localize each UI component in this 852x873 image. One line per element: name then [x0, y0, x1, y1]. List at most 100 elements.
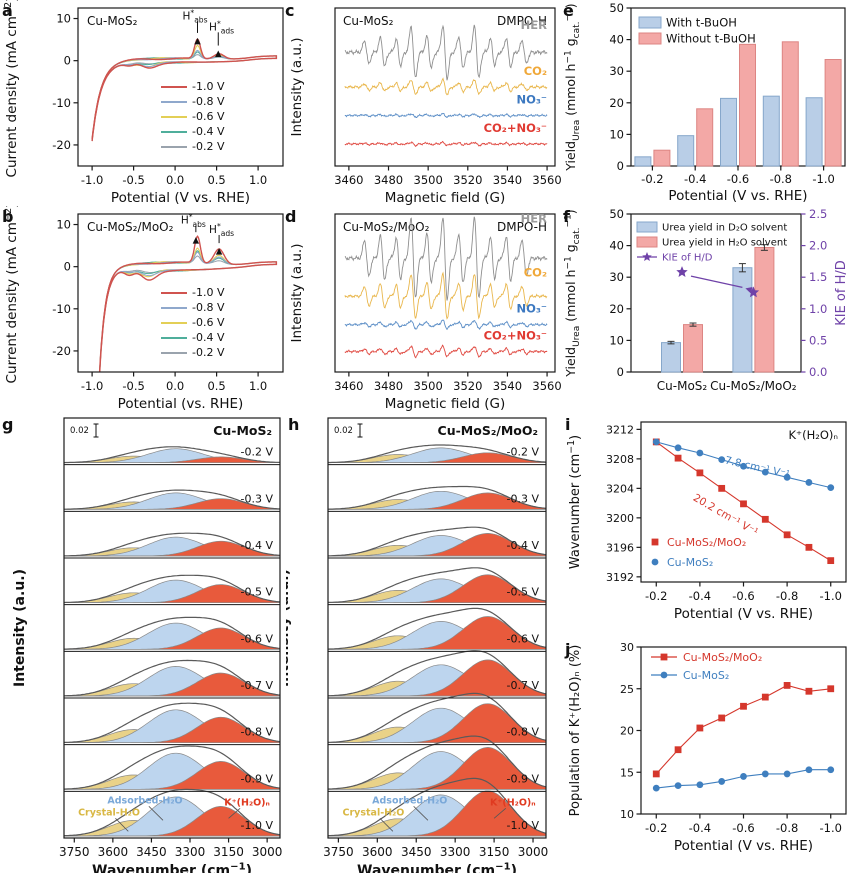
svg-text:K⁺(H₂O)ₙ: K⁺(H₂O)ₙ — [224, 797, 270, 808]
svg-text:Cu-MoS₂: Cu-MoS₂ — [657, 379, 708, 393]
svg-text:H*abs: H*abs — [181, 213, 206, 229]
svg-text:1.0: 1.0 — [249, 379, 267, 393]
svg-text:-0.8: -0.8 — [770, 172, 792, 186]
svg-text:3460: 3460 — [334, 173, 363, 187]
svg-text:-1.0: -1.0 — [81, 379, 103, 393]
svg-text:-0.4: -0.4 — [689, 821, 711, 835]
svg-text:3450: 3450 — [401, 845, 432, 859]
svg-text:20: 20 — [609, 96, 624, 110]
svg-text:-1.0 V: -1.0 V — [507, 819, 540, 832]
chart-j-population: -0.2 -0.4 -0.6 -0.8 -1.0 10 15 20 25 30 Potential … — [568, 641, 847, 854]
svg-text:Cu-MoS₂/MoO₂: Cu-MoS₂/MoO₂ — [667, 536, 746, 549]
svg-text:HER: HER — [521, 212, 547, 226]
svg-text:Cu-MoS₂/MoO₂: Cu-MoS₂/MoO₂ — [343, 220, 430, 234]
svg-text:10: 10 — [56, 218, 71, 232]
svg-text:-0.6: -0.6 — [732, 589, 754, 603]
svg-text:-0.9 V: -0.9 V — [507, 772, 540, 785]
svg-text:CO₂+NO₃⁻: CO₂+NO₃⁻ — [484, 121, 547, 135]
svg-text:3480: 3480 — [374, 173, 403, 187]
svg-text:3750: 3750 — [59, 845, 90, 859]
svg-text:10: 10 — [609, 127, 624, 141]
svg-text:-0.2 V: -0.2 V — [241, 446, 274, 459]
svg-text:-0.4: -0.4 — [684, 172, 706, 186]
chart-b-cv-cu-mos2-moo2: -1.0 -0.5 0.0 0.5 1.0 10 0 -10 -20 Potential (vs.… — [3, 206, 284, 412]
svg-text:-0.4 V: -0.4 V — [241, 539, 274, 552]
panel-label-b: b — [2, 207, 14, 226]
panel-label-i: i — [565, 415, 571, 434]
svg-text:25: 25 — [620, 683, 634, 696]
svg-text:Potential (V vs. RHE): Potential (V vs. RHE) — [674, 838, 813, 854]
svg-text:Current density (mA cm−2): Current density (mA cm−2) — [3, 0, 20, 177]
svg-text:-0.6 V: -0.6 V — [192, 316, 225, 329]
svg-text:15: 15 — [620, 766, 634, 779]
svg-text:Crystal-H₂O: Crystal-H₂O — [342, 807, 404, 818]
svg-text:20.2 cm⁻¹ V⁻¹: 20.2 cm⁻¹ V⁻¹ — [691, 492, 760, 539]
svg-text:H*abs: H*abs — [183, 8, 208, 24]
svg-text:Wavenumber (cm−1): Wavenumber (cm−1) — [357, 862, 517, 873]
svg-text:-0.6 V: -0.6 V — [507, 632, 540, 645]
svg-text:YieldUrea (mmol h−1 gcat.−1): YieldUrea (mmol h−1 gcat.−1) — [563, 3, 582, 171]
svg-text:-0.8 V: -0.8 V — [192, 95, 225, 108]
panel-e: e 0 10 20 30 40 50 -0.2 -0.4 -0.6 -0.8 -1.0 Potenti… — [561, 0, 852, 206]
svg-text:3150: 3150 — [479, 845, 510, 859]
svg-text:H*ads: H*ads — [209, 222, 234, 238]
svg-text:3450: 3450 — [136, 845, 167, 859]
svg-text:Intensity (a.u.): Intensity (a.u.) — [289, 38, 305, 137]
svg-text:-0.8: -0.8 — [776, 589, 798, 603]
svg-text:CO₂+NO₃⁻: CO₂+NO₃⁻ — [484, 328, 547, 342]
svg-text:-0.4: -0.4 — [689, 589, 711, 603]
svg-text:-0.4 V: -0.4 V — [192, 125, 225, 138]
svg-text:-1.0 V: -1.0 V — [241, 819, 274, 832]
svg-text:K⁺(H₂O)ₙ: K⁺(H₂O)ₙ — [490, 797, 536, 808]
svg-text:-0.2 V: -0.2 V — [192, 346, 225, 359]
svg-text:Without t-BuOH: Without t-BuOH — [666, 32, 756, 46]
chart-i-wavenumber-shift: -0.2 -0.4 -0.6 -0.8 -1.0 3212 3208 3204 3200 3196… — [566, 421, 847, 622]
panel-label-g: g — [2, 415, 14, 434]
svg-text:3192: 3192 — [606, 571, 634, 584]
svg-text:-0.7 V: -0.7 V — [507, 679, 540, 692]
svg-text:3204: 3204 — [606, 482, 634, 495]
svg-text:0.0: 0.0 — [809, 365, 827, 379]
svg-text:3300: 3300 — [440, 845, 471, 859]
svg-text:3480: 3480 — [374, 379, 403, 393]
svg-text:Cu-MoS₂: Cu-MoS₂ — [87, 14, 138, 28]
panel-b: b -1.0 -0.5 0.0 0.5 1.0 10 0 -10 -20 Potential (v… — [0, 206, 288, 414]
svg-text:-0.5: -0.5 — [122, 173, 144, 187]
svg-text:-1.0: -1.0 — [820, 589, 842, 603]
svg-text:Cu-MoS₂/MoO₂: Cu-MoS₂/MoO₂ — [710, 379, 797, 393]
svg-text:3212: 3212 — [606, 423, 634, 436]
svg-text:Potential (V vs. RHE): Potential (V vs. RHE) — [668, 188, 807, 204]
svg-text:-0.7 V: -0.7 V — [241, 679, 274, 692]
panel-label-d: d — [285, 207, 297, 226]
svg-text:10: 10 — [609, 333, 624, 347]
svg-text:3460: 3460 — [334, 379, 363, 393]
svg-text:-1.0 V: -1.0 V — [192, 286, 225, 299]
svg-text:40: 40 — [609, 33, 624, 47]
svg-text:H*ads: H*ads — [209, 19, 234, 35]
svg-text:3560: 3560 — [532, 379, 561, 393]
svg-text:3300: 3300 — [175, 845, 206, 859]
svg-text:0.0: 0.0 — [166, 379, 184, 393]
svg-text:40: 40 — [609, 239, 624, 253]
svg-text:3208: 3208 — [606, 453, 634, 466]
svg-text:KIE of H/D: KIE of H/D — [662, 253, 713, 264]
svg-text:With t-BuOH: With t-BuOH — [666, 16, 737, 30]
svg-text:Magnetic field (G): Magnetic field (G) — [385, 396, 506, 412]
svg-text:Wavenumber (cm−1): Wavenumber (cm−1) — [566, 435, 583, 569]
svg-text:Intensity (a.u.): Intensity (a.u.) — [286, 569, 292, 687]
svg-text:Population of K⁺(H₂O)ₙ (%): Population of K⁺(H₂O)ₙ (%) — [568, 645, 583, 817]
chart-a-cv-cu-mos2: -1.0 -0.5 0.0 0.5 1.0 10 0 -10 -20 Potential (V v… — [3, 0, 284, 206]
svg-text:3196: 3196 — [606, 541, 634, 554]
svg-text:0.02: 0.02 — [70, 426, 89, 436]
svg-text:-10: -10 — [52, 96, 71, 110]
svg-text:-0.6 V: -0.6 V — [241, 632, 274, 645]
svg-text:3540: 3540 — [493, 173, 522, 187]
svg-text:10: 10 — [56, 12, 71, 26]
svg-text:Potential (vs. RHE): Potential (vs. RHE) — [118, 396, 244, 412]
svg-text:0.5: 0.5 — [207, 379, 225, 393]
svg-text:-0.4 V: -0.4 V — [192, 331, 225, 344]
panel-c: c 3460 3480 3500 3520 3540 3560 Magnetic field… — [283, 0, 561, 206]
panel-label-c: c — [285, 1, 295, 20]
svg-text:Adsorbed-H₂O: Adsorbed-H₂O — [107, 795, 182, 806]
svg-text:7.8 cm⁻¹ V⁻¹: 7.8 cm⁻¹ V⁻¹ — [724, 454, 791, 481]
